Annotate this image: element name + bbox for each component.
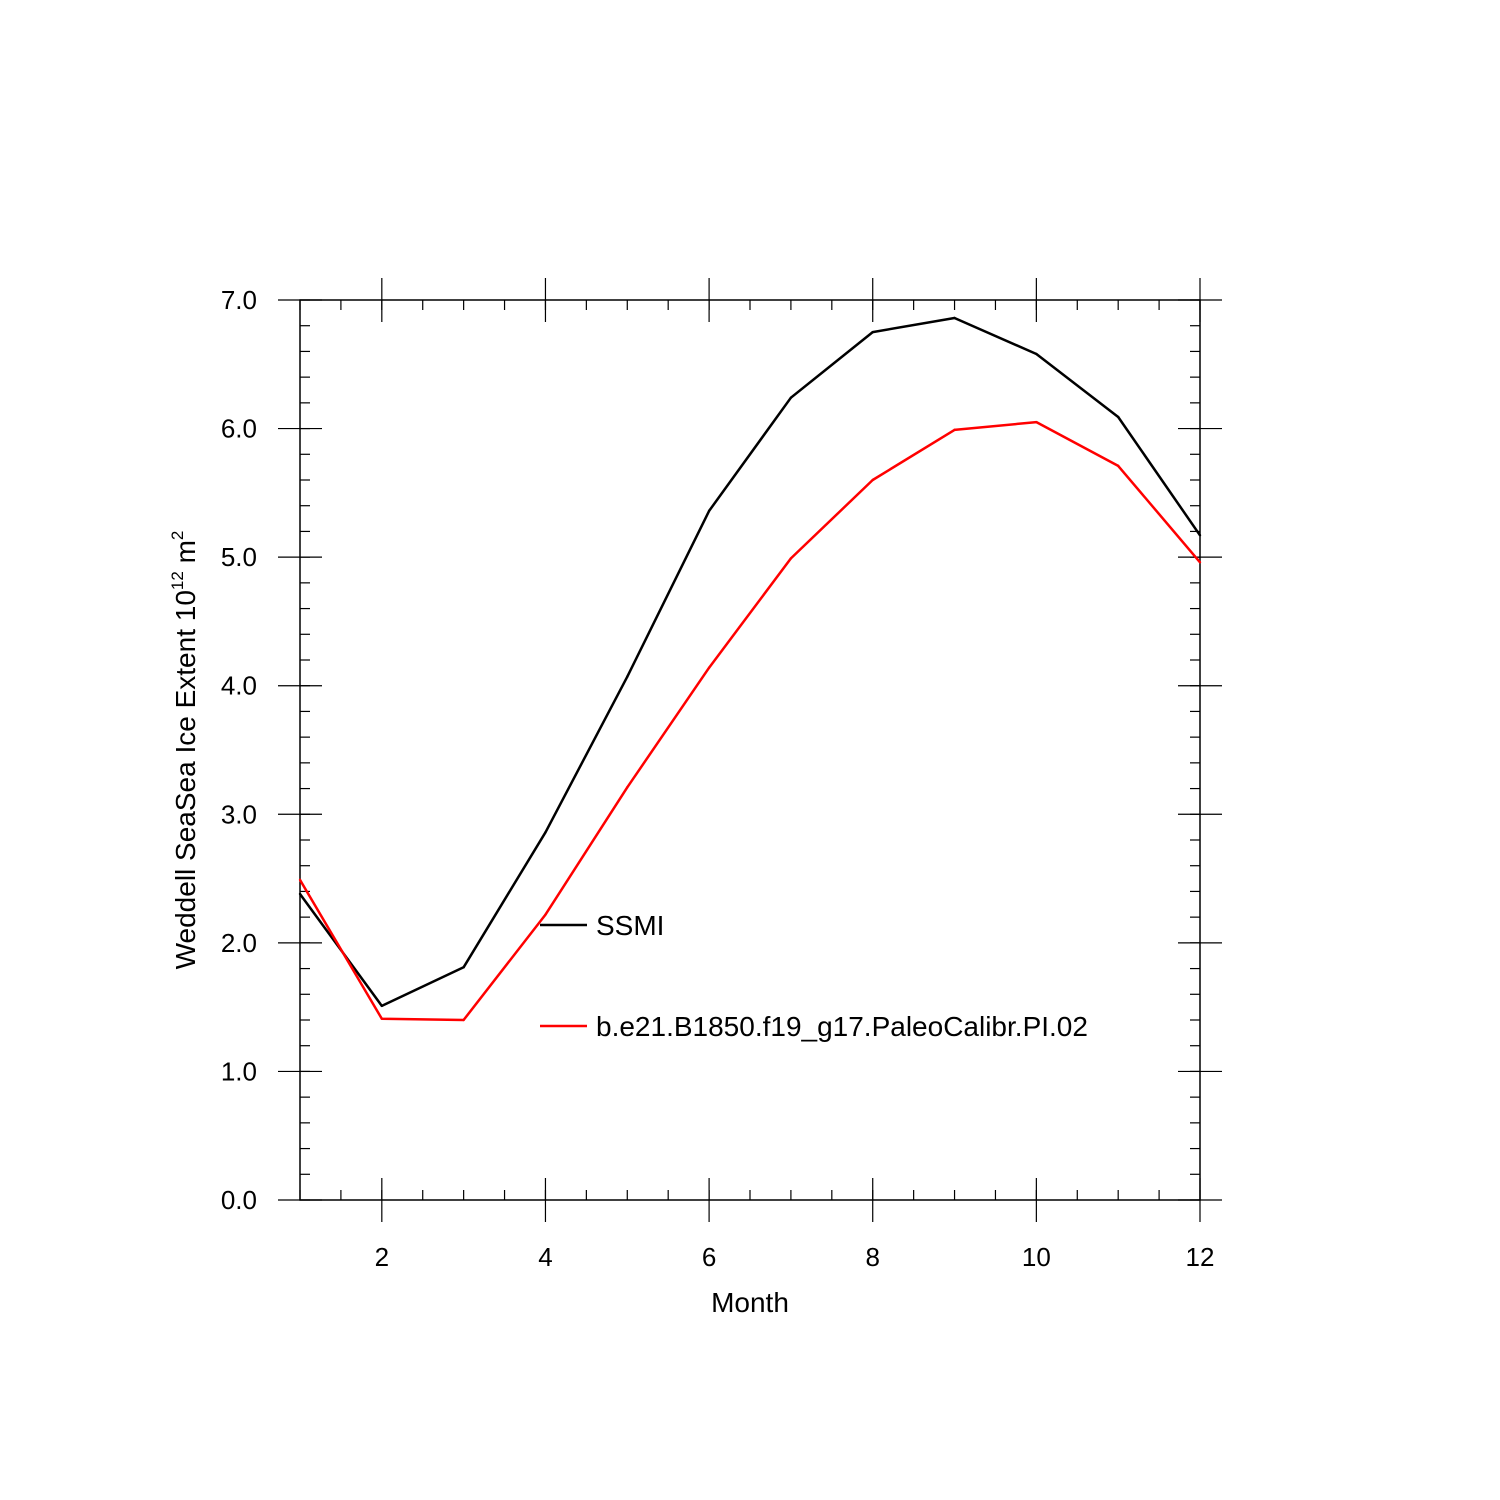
series-point-1 xyxy=(380,1017,384,1020)
x-tick-label: 6 xyxy=(702,1242,716,1272)
series-point-0 xyxy=(1035,352,1038,356)
series-point-0 xyxy=(380,1004,384,1008)
data-lines xyxy=(298,316,1202,1022)
y-tick-label: 7.0 xyxy=(221,285,257,315)
series-line-1 xyxy=(298,420,1201,1022)
x-tick-label: 8 xyxy=(865,1242,879,1272)
y-axis-title: Weddell SeaSea Ice Extent 1012 m2 xyxy=(168,531,201,970)
series-point-0 xyxy=(871,330,874,334)
y-tick-label: 0.0 xyxy=(221,1185,257,1215)
axis-tick-labels: 2 4 6 8 10 12 0.0 1.0 2.0 3.0 4.0 5.0 6.0 7.0 xyxy=(221,285,1215,1272)
series-point-1 xyxy=(626,786,629,789)
series-point-1 xyxy=(298,878,302,882)
series-point-1 xyxy=(1198,561,1202,564)
y-axis-title-unit: m xyxy=(170,540,201,571)
series-point-0 xyxy=(953,316,956,320)
x-tick-label: 10 xyxy=(1022,1242,1051,1272)
y-tick-label: 4.0 xyxy=(221,671,257,701)
series-point-1 xyxy=(871,478,874,482)
y-tick-label: 6.0 xyxy=(221,414,257,444)
y-tick-label: 5.0 xyxy=(221,542,257,572)
series-point-0 xyxy=(789,396,793,399)
y-tick-label: 2.0 xyxy=(221,928,257,958)
series-point-1 xyxy=(1035,420,1038,424)
series-point-0 xyxy=(1116,415,1120,419)
y-axis-title-exponent: 12 xyxy=(168,571,187,590)
series-point-0 xyxy=(626,675,629,678)
series-point-1 xyxy=(1116,464,1120,468)
x-tick-label: 4 xyxy=(538,1242,552,1272)
series-point-1 xyxy=(544,913,547,916)
legend-label-model: b.e21.B1850.f19_g17.PaleoCalibr.PI.02 xyxy=(596,1011,1088,1042)
series-point-1 xyxy=(789,557,793,560)
series-line-0 xyxy=(298,316,1202,1008)
x-tick-label: 12 xyxy=(1186,1242,1215,1272)
y-axis-title-unit-exponent: 2 xyxy=(168,531,187,540)
series-point-0 xyxy=(1198,534,1202,537)
x-tick-label: 2 xyxy=(375,1242,389,1272)
series-point-0 xyxy=(707,509,711,513)
series-point-0 xyxy=(298,892,302,896)
series-point-0 xyxy=(544,831,547,834)
plot-frame xyxy=(299,299,1201,1201)
axis-ticks xyxy=(278,278,1222,1222)
series-point-1 xyxy=(953,428,956,432)
x-axis-title: Month xyxy=(711,1287,789,1318)
legend: SSMI b.e21.B1850.f19_g17.PaleoCalibr.PI.… xyxy=(540,910,1088,1042)
legend-label-ssmi: SSMI xyxy=(596,910,664,941)
y-axis-title-main: Weddell SeaSea Ice Extent 10 xyxy=(170,590,201,969)
series-point-1 xyxy=(462,1018,465,1022)
series-point-1 xyxy=(707,666,711,669)
y-tick-label: 1.0 xyxy=(221,1056,257,1086)
y-tick-label: 3.0 xyxy=(221,799,257,829)
series-point-0 xyxy=(462,966,465,969)
